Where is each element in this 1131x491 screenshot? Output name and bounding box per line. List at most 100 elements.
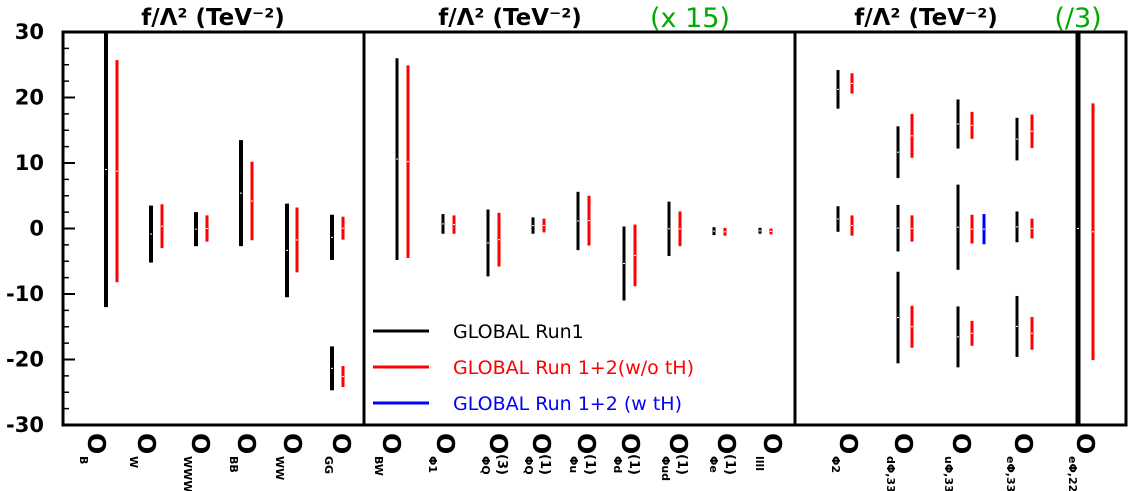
operator-label-base: O <box>572 433 601 454</box>
operator-label: OdΦ,33 <box>884 433 918 491</box>
operator-group: OBW <box>372 58 410 476</box>
operator-label-base: O <box>186 433 215 454</box>
panel-frame <box>61 30 366 427</box>
operator-label-base: O <box>712 433 741 454</box>
operator-group: O ΦQ (3) <box>479 209 513 475</box>
y-tick-label: -20 <box>6 348 44 372</box>
operator-label-sub: Φd <box>611 456 624 473</box>
operator-label-sub: Φ1 <box>426 456 439 473</box>
operator-label-base: O <box>377 433 406 454</box>
operator-label-sub: Φu <box>567 456 580 473</box>
operator-label-base: O <box>1009 433 1038 454</box>
operator-label: OeΦ,33 <box>1004 433 1038 491</box>
operator-label: O Φ2 <box>829 433 863 473</box>
operator-group: O WWW <box>181 212 215 491</box>
operator-label: OBW <box>372 433 406 476</box>
operator-label-sub: dΦ,33 <box>884 456 897 491</box>
operator-label: O GG <box>322 433 356 474</box>
operator-label-sub: B <box>77 456 90 464</box>
panel-scale-note: (/3) <box>1054 3 1101 34</box>
operator-label: OeΦ,22 <box>1066 433 1100 491</box>
panel-scale-note: (x 15) <box>650 3 730 34</box>
operator-label: O BB <box>227 433 261 473</box>
operator-label-sub: BW <box>372 456 385 476</box>
y-tick-label: 10 <box>15 151 44 175</box>
operator-label-base: O <box>431 433 460 454</box>
y-tick-label: -30 <box>6 413 44 437</box>
operator-label-base: O <box>1071 433 1100 454</box>
operator-label-base: O <box>132 433 161 454</box>
y-tick-label: 30 <box>15 20 44 44</box>
operator-group: OuΦ,33 <box>942 99 986 491</box>
operator-label: OWW <box>273 433 307 480</box>
y-tick-label: 0 <box>29 217 44 241</box>
y-tick-label: 20 <box>15 86 44 110</box>
operator-group: OdΦ,33 <box>884 113 918 491</box>
operator-group: OeΦ,22 <box>1066 32 1100 491</box>
operator-group: O Φu (1) <box>567 191 601 475</box>
operator-label-base: O <box>947 433 976 454</box>
operator-label-sup: (1) <box>674 454 689 475</box>
operator-group: O Φe (1) <box>707 227 741 475</box>
operator-label-base: O <box>834 433 863 454</box>
operator-label-sub: uΦ,33 <box>942 456 955 491</box>
operator-group: O ΦQ (1) <box>522 217 556 475</box>
legend-label-run12_w_tH: GLOBAL Run 1+2 (w tH) <box>453 393 682 415</box>
operator-label-base: O <box>889 433 918 454</box>
operator-label-base: O <box>278 433 307 454</box>
operator-label-base: O <box>758 433 787 454</box>
operator-group: OeΦ,33 <box>1004 114 1038 491</box>
operator-label: O Φ1 <box>426 433 460 473</box>
operator-label-sub: eΦ,22 <box>1066 456 1079 491</box>
operator-label-sub: ΦQ <box>522 456 535 475</box>
operator-label: OW <box>127 433 161 468</box>
operator-label-base: O <box>484 433 513 454</box>
panel-title: f/Λ² (TeV⁻²) <box>141 5 285 31</box>
operator-label-sup: (3) <box>494 454 509 475</box>
operator-label-sup: (1) <box>537 454 552 475</box>
operator-group: OB <box>77 32 119 464</box>
operator-label-sup: (1) <box>626 454 641 475</box>
panel-title: f/Λ² (TeV⁻²) <box>854 5 998 31</box>
operator-label-sub: Φud <box>659 456 672 481</box>
operator-label-sub: WW <box>273 456 286 480</box>
operator-label-base: O <box>527 433 556 454</box>
legend-label-run1: GLOBAL Run1 <box>453 321 584 343</box>
operator-label: O ΦQ (3) <box>479 433 513 475</box>
panel-3: f/Λ² (TeV⁻²) (/3)OΦ2OdΦ,33OuΦ,33OeΦ,33OeΦ… <box>793 3 1128 491</box>
legend: GLOBAL Run1 GLOBAL Run 1+2(w/o tH) GLOBAL … <box>373 321 694 415</box>
operator-group: O Φ2 <box>829 69 863 473</box>
operator-label-sup: (1) <box>722 454 737 475</box>
y-tick-label: -10 <box>6 282 44 306</box>
operator-label: O Φd (1) <box>611 433 645 475</box>
operator-label-sub: WWW <box>181 456 194 491</box>
operator-label-base: O <box>327 433 356 454</box>
operator-label: O WWW <box>181 433 215 491</box>
operator-group: O BB <box>227 140 261 473</box>
operator-label-base: O <box>664 433 693 454</box>
operator-label: O Φud (1) <box>659 433 693 481</box>
operator-label-base: O <box>82 433 111 454</box>
operator-group: OW <box>127 204 164 468</box>
operator-group: O Φ1 <box>426 214 460 473</box>
legend-label-run12_wo_tH: GLOBAL Run 1+2(w/o tH) <box>453 357 694 379</box>
operator-label: O Φu (1) <box>567 433 601 475</box>
operator-label-sub: W <box>127 456 140 468</box>
operator-label-base: O <box>232 433 261 454</box>
operator-label-sub: llll <box>753 456 766 471</box>
panel-title: f/Λ² (TeV⁻²) <box>438 5 582 31</box>
operator-label-sub: Φ2 <box>829 456 842 473</box>
operator-label: OB <box>77 433 111 464</box>
operator-label-sub: ΦQ <box>479 456 492 475</box>
operator-label-sup: (1) <box>582 454 597 475</box>
operator-group: O GG <box>322 214 356 474</box>
panel-frame <box>793 30 1128 427</box>
operator-label: O ΦQ (1) <box>522 433 556 475</box>
operator-label-sub: BB <box>227 456 240 473</box>
